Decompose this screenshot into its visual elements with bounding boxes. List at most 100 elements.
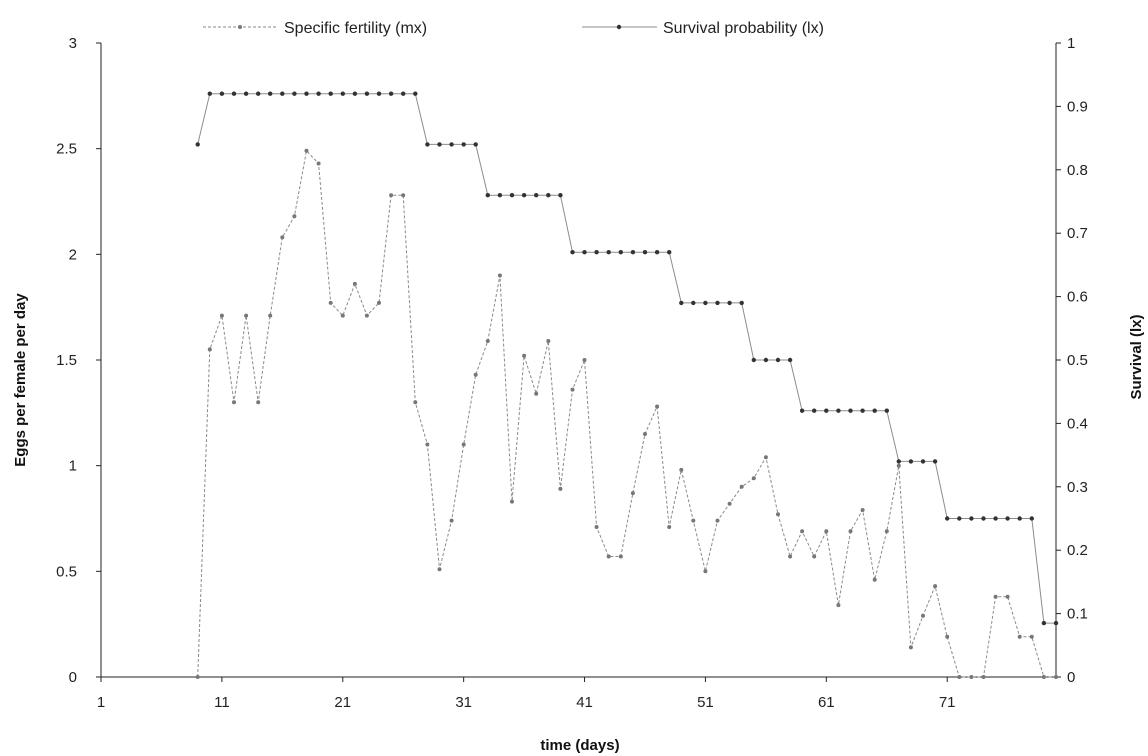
data-point-fertility — [715, 518, 720, 523]
x-tick-label: 61 — [818, 694, 835, 711]
data-point-fertility — [884, 529, 889, 534]
legend-survival-label: Survival probability (lx) — [663, 20, 824, 37]
series-line-survival — [197, 93, 1056, 624]
data-point-fertility — [461, 442, 466, 447]
data-point-survival — [268, 91, 273, 96]
data-point-fertility — [606, 554, 611, 559]
data-point-fertility — [969, 675, 974, 679]
data-point-fertility — [667, 525, 672, 529]
left-y-tick-label: 2 — [69, 246, 77, 263]
data-point-survival — [376, 91, 382, 96]
series-fertility — [195, 148, 1058, 679]
data-point-survival — [558, 193, 563, 198]
data-point-survival — [582, 250, 587, 255]
data-point-fertility — [389, 193, 394, 198]
data-point-fertility — [727, 501, 732, 506]
data-point-survival — [485, 193, 490, 198]
x-tick-label: 51 — [697, 694, 714, 711]
data-point-survival — [872, 408, 877, 413]
data-point-survival — [739, 300, 744, 306]
data-point-survival — [896, 459, 901, 464]
data-point-survival — [509, 193, 515, 198]
data-point-fertility — [751, 476, 756, 481]
data-point-survival — [787, 357, 793, 363]
data-point-fertility — [1017, 634, 1022, 639]
data-point-survival — [437, 142, 442, 147]
data-point-fertility — [232, 400, 236, 405]
data-point-fertility — [352, 281, 357, 286]
data-point-survival — [280, 91, 285, 96]
x-tick-label: 41 — [576, 694, 593, 711]
data-point-survival — [812, 408, 817, 413]
data-point-survival — [667, 250, 672, 255]
data-point-fertility — [522, 353, 527, 358]
series-survival — [195, 91, 1059, 626]
data-point-survival — [691, 300, 696, 306]
right-y-ticks: 0 0.1 0.2 0.3 0.4 0.5 0.6 0.7 0.8 0.9 1 — [1056, 35, 1088, 686]
data-point-survival — [993, 516, 998, 521]
series-line-fertility — [197, 149, 1056, 678]
data-point-survival — [1053, 620, 1059, 626]
data-point-fertility — [316, 161, 321, 166]
data-point-survival — [388, 91, 394, 96]
x-axis-title: time (days) — [540, 737, 619, 754]
data-point-survival — [715, 300, 720, 306]
data-point-fertility — [256, 400, 261, 405]
data-point-survival — [546, 193, 551, 198]
data-point-survival — [352, 91, 358, 96]
right-y-tick-label: 0.1 — [1067, 606, 1088, 623]
data-point-fertility — [945, 634, 950, 639]
left-y-axis-title: Eggs per female per day — [12, 293, 29, 467]
data-point-fertility — [485, 339, 490, 343]
data-point-fertility — [473, 372, 478, 377]
data-point-fertility — [739, 484, 744, 489]
data-point-survival — [679, 300, 684, 306]
data-point-survival — [425, 142, 430, 147]
right-y-tick-label: 0 — [1067, 669, 1075, 686]
x-tick-label: 71 — [939, 694, 956, 711]
left-y-ticks: 0 0.5 1 1.5 2 2.5 3 — [56, 35, 101, 686]
data-point-survival — [243, 91, 249, 96]
legend-survival-marker — [616, 24, 622, 30]
right-y-tick-label: 0.3 — [1067, 479, 1088, 496]
data-point-fertility — [582, 358, 587, 362]
data-point-fertility — [655, 404, 660, 409]
data-point-survival — [654, 250, 660, 255]
data-point-fertility — [219, 313, 224, 318]
left-y-tick-label: 1.5 — [56, 352, 77, 369]
data-point-fertility — [558, 486, 563, 491]
data-point-fertility — [594, 525, 599, 529]
data-point-survival — [884, 408, 889, 413]
data-point-survival — [799, 408, 805, 413]
data-point-fertility — [776, 512, 780, 517]
data-point-survival — [449, 142, 454, 147]
legend: Specific fertility (mx) Survival probabi… — [203, 20, 824, 37]
data-point-survival — [594, 250, 599, 255]
data-point-fertility — [437, 567, 442, 572]
data-point-survival — [207, 91, 212, 96]
data-point-fertility — [896, 463, 901, 468]
right-y-tick-label: 0.6 — [1067, 289, 1088, 306]
data-point-fertility — [413, 400, 418, 405]
data-point-survival — [256, 91, 261, 96]
data-point-survival — [1041, 620, 1047, 626]
data-point-survival — [461, 142, 466, 147]
right-y-tick-label: 0.7 — [1067, 225, 1088, 242]
data-point-fertility — [618, 554, 623, 559]
data-point-survival — [981, 516, 986, 521]
x-tick-label: 21 — [334, 694, 351, 711]
data-point-survival — [763, 357, 769, 363]
data-point-survival — [364, 91, 370, 96]
data-point-fertility — [207, 347, 212, 352]
data-point-survival — [231, 91, 237, 96]
data-point-survival — [413, 91, 418, 96]
left-y-tick-label: 0 — [69, 669, 77, 686]
data-point-survival — [473, 142, 478, 147]
data-point-fertility — [908, 645, 913, 650]
data-point-fertility — [630, 491, 635, 496]
data-point-fertility — [957, 675, 962, 679]
data-point-fertility — [304, 148, 309, 153]
data-point-survival — [860, 408, 865, 413]
data-point-fertility — [546, 339, 551, 343]
